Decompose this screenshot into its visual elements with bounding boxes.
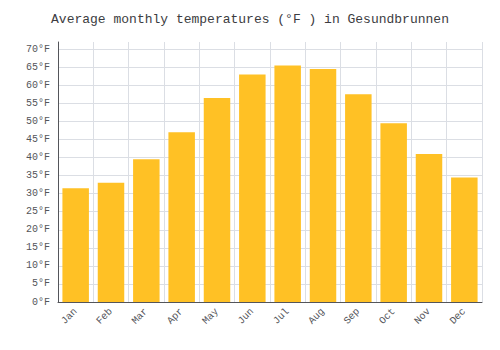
svg-text:Average monthly temperatures (: Average monthly temperatures (°F ) in Ge… [51,12,449,27]
svg-text:15°F: 15°F [26,242,50,253]
svg-text:20°F: 20°F [26,224,50,235]
svg-text:55°F: 55°F [26,98,50,109]
svg-text:Jan: Jan [59,306,79,326]
svg-text:45°F: 45°F [26,134,50,145]
svg-text:25°F: 25°F [26,206,50,217]
svg-text:Jul: Jul [271,306,291,326]
svg-text:May: May [200,306,220,326]
svg-text:Jun: Jun [236,306,256,326]
svg-text:Mar: Mar [130,306,150,326]
svg-text:65°F: 65°F [26,62,50,73]
svg-text:50°F: 50°F [26,116,50,127]
svg-text:30°F: 30°F [26,188,50,199]
svg-text:5°F: 5°F [32,278,50,289]
svg-text:0°F: 0°F [32,297,50,308]
svg-text:Feb: Feb [94,306,114,326]
svg-text:Apr: Apr [165,306,185,326]
svg-text:Nov: Nov [412,306,432,326]
svg-text:Sep: Sep [342,306,362,326]
svg-text:60°F: 60°F [26,80,50,91]
svg-text:Aug: Aug [306,306,326,326]
svg-text:Dec: Dec [448,306,468,326]
svg-text:70°F: 70°F [26,44,50,55]
svg-text:10°F: 10°F [26,260,50,271]
svg-text:Oct: Oct [377,306,397,326]
svg-text:35°F: 35°F [26,170,50,181]
svg-text:40°F: 40°F [26,152,50,163]
